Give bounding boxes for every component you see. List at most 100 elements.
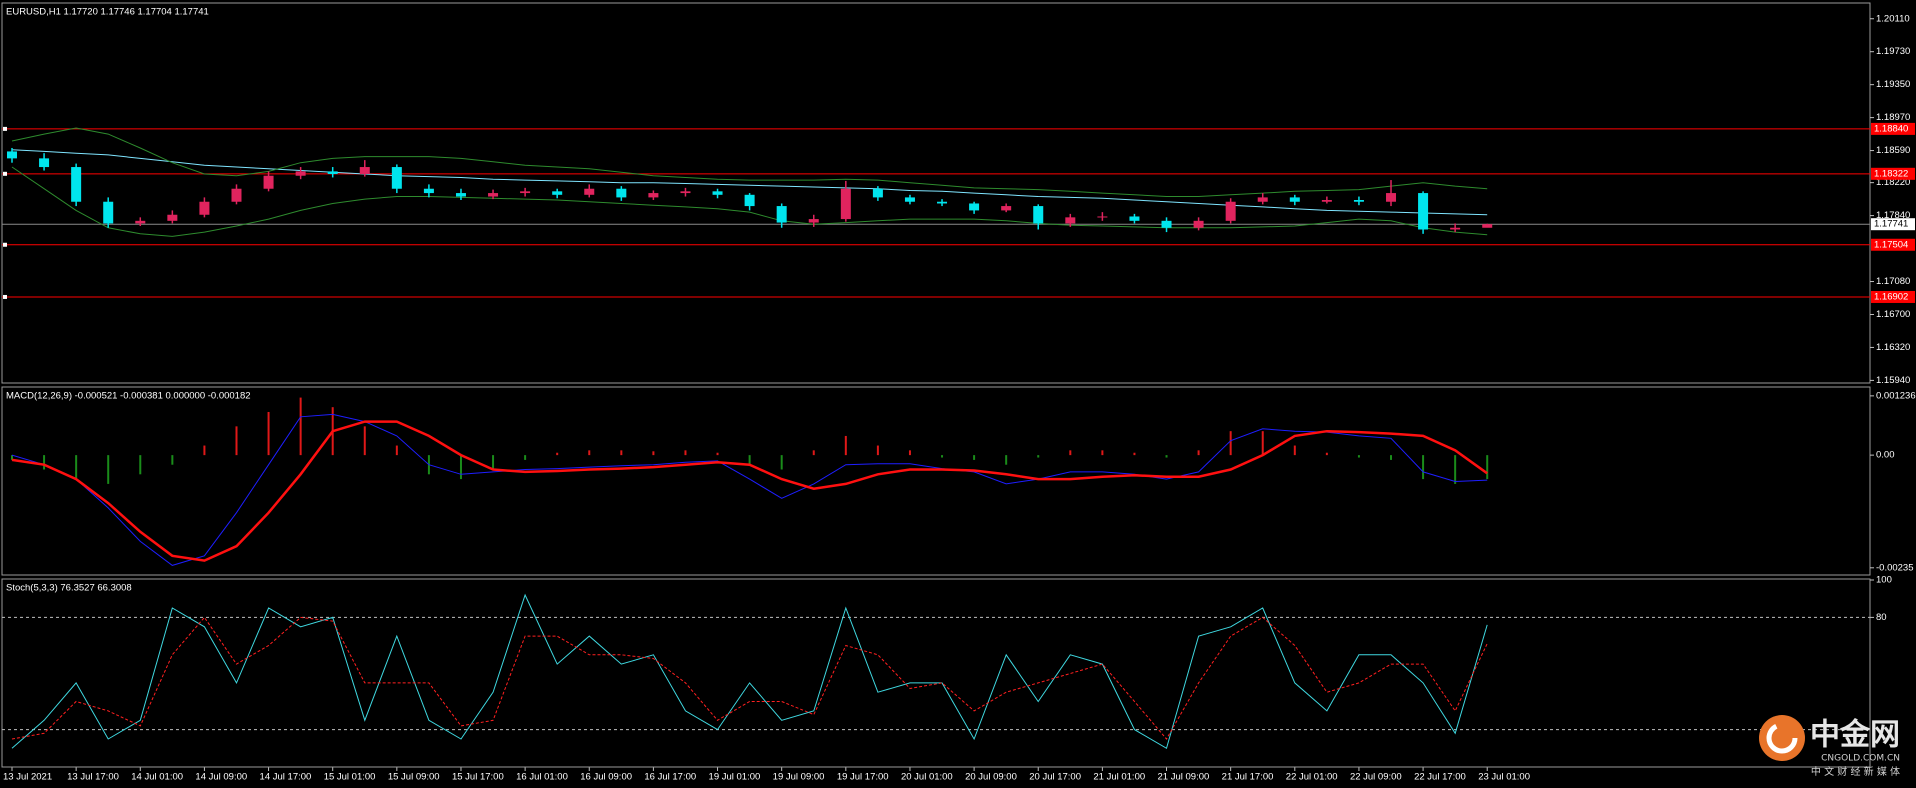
candle-body (808, 219, 819, 223)
candle-body (1321, 200, 1332, 202)
pane-frame (1, 578, 1871, 768)
candle-body (391, 167, 402, 189)
x-tick-label: 21 Jul 01:00 (1093, 772, 1145, 783)
x-tick-label: 19 Jul 09:00 (773, 772, 825, 783)
x-tick-label: 15 Jul 01:00 (324, 772, 376, 783)
pane-frame (1, 2, 1871, 384)
candle-body (295, 171, 306, 176)
stoch-line (11, 616, 1488, 740)
candle-body (584, 188, 595, 195)
level-label: 1.18322 (1874, 168, 1908, 179)
y-tick-label: 80 (1876, 612, 1887, 623)
candle-body (840, 188, 851, 220)
y-tick-label: 1.17840 (1876, 210, 1910, 221)
candle-body (1257, 197, 1268, 202)
level-label: 1.17504 (1874, 239, 1908, 250)
indicator-line (11, 149, 1488, 216)
candle-body (744, 194, 755, 207)
logo-circle (1759, 715, 1805, 761)
candle-body (39, 158, 50, 168)
stoch-line (11, 593, 1488, 750)
x-tick-label: 19 Jul 01:00 (709, 772, 761, 783)
candle-body (7, 151, 17, 159)
level-label: 1.16902 (1874, 291, 1908, 302)
x-tick-label: 15 Jul 17:00 (452, 772, 504, 783)
candle-body (1225, 201, 1236, 221)
x-tick-label: 21 Jul 17:00 (1222, 772, 1274, 783)
candle-body (1482, 224, 1493, 228)
x-tick-label: 16 Jul 17:00 (644, 772, 696, 783)
x-tick-label: 21 Jul 09:00 (1158, 772, 1210, 783)
pane-title: EURUSD,H1 1.17720 1.17746 1.17704 1.1774… (6, 7, 209, 18)
level-marker (3, 126, 7, 131)
x-tick-label: 13 Jul 17:00 (67, 772, 119, 783)
candle-body (1033, 206, 1044, 224)
y-tick-label: 1.20110 (1876, 13, 1910, 24)
x-tick-label: 14 Jul 17:00 (260, 772, 312, 783)
candle-body (776, 206, 787, 223)
candle-body (648, 193, 659, 198)
candle-body (1001, 206, 1012, 211)
candle-body (904, 197, 915, 202)
candle-body (71, 167, 82, 202)
pane-frame (1, 386, 1871, 576)
candle-body (1418, 193, 1429, 230)
x-tick-label: 23 Jul 01:00 (1478, 772, 1530, 783)
candle-body (680, 191, 691, 194)
level-marker (3, 294, 7, 299)
x-tick-label: 22 Jul 09:00 (1350, 772, 1402, 783)
candle-body (167, 214, 178, 221)
y-tick-label: 1.19730 (1876, 46, 1910, 57)
x-tick-label: 15 Jul 09:00 (388, 772, 440, 783)
candle-body (103, 201, 114, 224)
pane-title: Stoch(5,3,3) 76.3527 66.3008 (6, 583, 132, 594)
current-price-label: 1.17741 (1874, 219, 1908, 230)
candle-body (455, 193, 466, 197)
y-tick-label: 0.00 (1876, 450, 1895, 461)
current-price-box (1871, 218, 1915, 231)
candle-body (616, 188, 627, 198)
x-tick-label: 14 Jul 01:00 (131, 772, 183, 783)
candle-body (552, 191, 563, 195)
x-tick-label: 14 Jul 09:00 (195, 772, 247, 783)
level-marker (3, 242, 7, 247)
level-label: 1.18840 (1874, 123, 1908, 134)
y-tick-label: 1.18220 (1876, 177, 1910, 188)
y-tick-label: 1.16700 (1876, 309, 1910, 320)
level-marker (3, 171, 7, 176)
candle-body (488, 193, 499, 197)
candle-body (520, 191, 531, 194)
macd-line (11, 420, 1488, 562)
level-label-box (1871, 167, 1915, 180)
y-tick-label: 1.18970 (1876, 112, 1910, 123)
watermark-slogan: 中 文 财 经 新 媒 体 (1811, 765, 1900, 778)
x-tick-label: 16 Jul 09:00 (580, 772, 632, 783)
candle-body (1097, 216, 1108, 218)
watermark-domain: CNGOLD.COM.CN (1821, 754, 1900, 764)
y-tick-label: 0.001236 (1876, 390, 1916, 401)
level-label-box (1871, 290, 1915, 303)
x-tick-label: 20 Jul 09:00 (965, 772, 1017, 783)
level-label-box (1871, 238, 1915, 251)
x-tick-label: 20 Jul 17:00 (1029, 772, 1081, 783)
candle-body (969, 203, 980, 211)
candle-body (712, 191, 723, 195)
watermark-brand: 中金网 (1810, 718, 1900, 753)
macd-line (11, 413, 1488, 566)
y-tick-label: 1.18590 (1876, 145, 1910, 156)
candle-body (263, 175, 274, 189)
candle-body (1386, 193, 1397, 202)
candle-body (872, 188, 883, 198)
y-tick-label: 1.15940 (1876, 375, 1910, 386)
watermark: 中金网 CNGOLD.COM.CN 中 文 财 经 新 媒 体 (1759, 715, 1900, 778)
candle-body (359, 167, 370, 174)
candle-body (1065, 217, 1076, 224)
level-label-box (1871, 122, 1915, 135)
x-tick-label: 20 Jul 01:00 (901, 772, 953, 783)
candle-body (423, 188, 434, 194)
candle-body (231, 188, 242, 202)
candle-body (1193, 220, 1204, 228)
pane-title: MACD(12,26,9) -0.000521 -0.000381 0.0000… (6, 391, 251, 402)
